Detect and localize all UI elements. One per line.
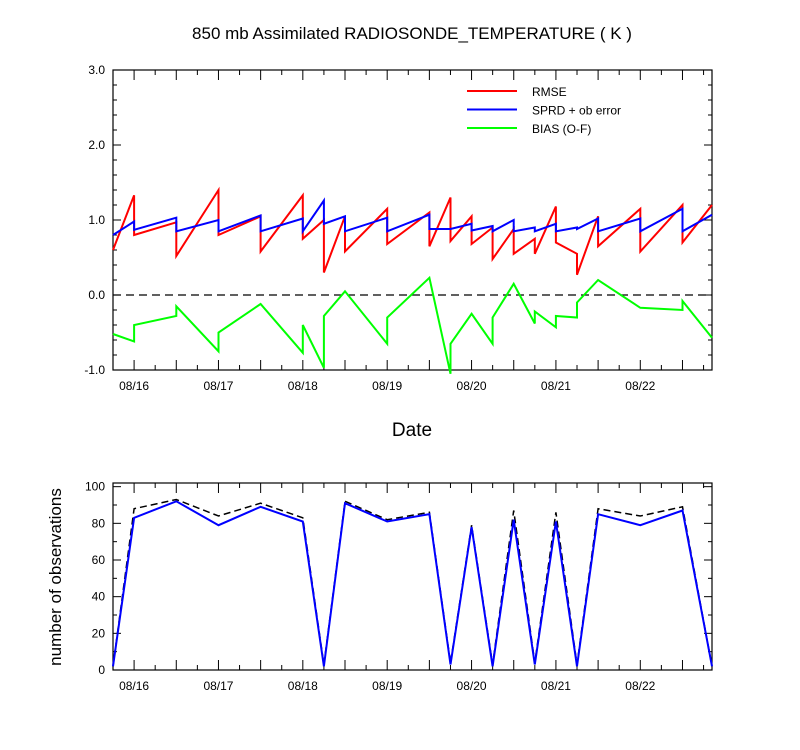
x-tick-label: 08/21 (541, 379, 571, 393)
x-tick-label: 08/16 (119, 379, 149, 393)
y-tick-label: 100 (85, 480, 105, 494)
x-tick-label: 08/18 (288, 679, 318, 693)
plot-frame (112, 69, 713, 371)
y-tick-label: -1.0 (84, 363, 105, 377)
plot-frame (112, 482, 713, 671)
x-tick-label: 08/16 (119, 679, 149, 693)
y-tick-label: 0 (98, 663, 105, 677)
y-tick-label: 80 (92, 516, 106, 530)
x-tick-label: 08/19 (372, 379, 402, 393)
top-chart-panel: -1.0 0.0 1.0 2.0 3.0 08/16 08/17 08/18 08/19 08/2… (84, 63, 713, 393)
x-tick-label: 08/22 (625, 379, 655, 393)
bottom-chart-panel: 0 20 40 60 80 100 08/16 08/17 08/18 08/19 08/20 08/… (85, 480, 713, 693)
y-tick-label: 3.0 (88, 63, 105, 77)
x-tick-label: 08/20 (457, 379, 487, 393)
legend-label: SPRD + ob error (532, 104, 621, 118)
y-tick-label: 2.0 (88, 138, 105, 152)
series-line-rmse (112, 186, 713, 276)
legend-label: BIAS (O-F) (532, 122, 591, 136)
y-tick-label: 60 (92, 553, 106, 567)
series-line-sprd-ob-error (112, 197, 713, 236)
x-tick-label: 08/21 (541, 679, 571, 693)
y-tick-label: 1.0 (88, 213, 105, 227)
x-tick-label: 08/17 (203, 379, 233, 393)
y-tick-label: 0.0 (88, 288, 105, 302)
y-axis-label: number of observations (46, 488, 65, 666)
series-line-possible-observations (112, 498, 713, 667)
x-tick-label: 08/19 (372, 679, 402, 693)
y-tick-label: 40 (92, 590, 106, 604)
chart-title: 850 mb Assimilated RADIOSONDE_TEMPERATUR… (192, 24, 632, 43)
y-tick-label: 20 (92, 626, 106, 640)
x-tick-label: 08/20 (457, 679, 487, 693)
x-tick-label: 08/18 (288, 379, 318, 393)
x-axis-label: Date (392, 420, 432, 441)
legend-label: RMSE (532, 85, 567, 99)
x-tick-label: 08/17 (203, 679, 233, 693)
series-line-bias-o-f (112, 275, 713, 375)
x-tick-label: 08/22 (625, 679, 655, 693)
series-line-assimilated-observations (112, 500, 713, 667)
